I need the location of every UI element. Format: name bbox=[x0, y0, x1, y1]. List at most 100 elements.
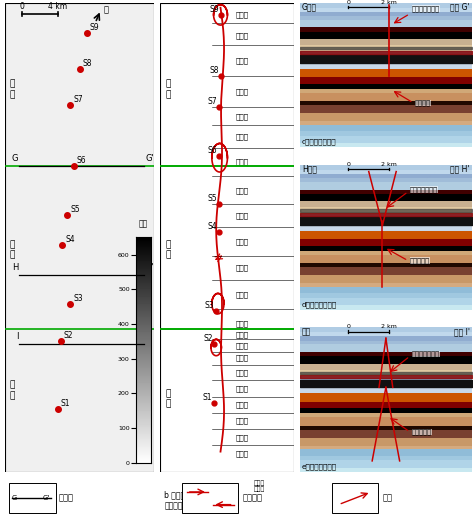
Text: d拉分段地震剖面: d拉分段地震剖面 bbox=[302, 301, 337, 307]
Bar bbox=[300, 437, 472, 446]
Bar bbox=[300, 113, 472, 121]
Text: G: G bbox=[12, 154, 18, 163]
Text: 中奥陶统顶界面: 中奥陶统顶界面 bbox=[411, 5, 439, 11]
Text: S3: S3 bbox=[205, 301, 214, 310]
Text: 平移段: 平移段 bbox=[236, 342, 249, 349]
Bar bbox=[300, 170, 472, 174]
Text: S2: S2 bbox=[64, 331, 73, 340]
Bar bbox=[300, 408, 472, 413]
Bar bbox=[300, 413, 472, 418]
Text: 北
段: 北 段 bbox=[166, 80, 171, 99]
Text: b 中奥陶统顶
界面断裂分段: b 中奥陶统顶 界面断裂分段 bbox=[164, 490, 195, 511]
Bar bbox=[300, 45, 472, 51]
Bar bbox=[300, 386, 472, 394]
Bar bbox=[300, 213, 472, 220]
Bar bbox=[300, 105, 472, 113]
Text: G北西: G北西 bbox=[302, 3, 317, 11]
Text: 北: 北 bbox=[104, 5, 109, 14]
Text: 平移段: 平移段 bbox=[236, 88, 249, 94]
Text: H北西: H北西 bbox=[302, 165, 317, 174]
Bar bbox=[300, 264, 472, 267]
Bar bbox=[300, 287, 472, 293]
Text: 南
段: 南 段 bbox=[10, 381, 15, 400]
Text: S1: S1 bbox=[202, 393, 212, 401]
Text: 挤压段: 挤压段 bbox=[236, 450, 249, 457]
Text: 平移段: 平移段 bbox=[236, 321, 249, 327]
Text: 剖面线: 剖面线 bbox=[58, 494, 73, 503]
Bar bbox=[300, 93, 472, 101]
Bar bbox=[300, 246, 472, 251]
Text: H': H' bbox=[145, 263, 154, 272]
Text: 正花状构造: 正花状构造 bbox=[411, 429, 432, 435]
Text: 南东 I': 南东 I' bbox=[454, 327, 470, 336]
Bar bbox=[300, 337, 472, 341]
Text: 拉分段: 拉分段 bbox=[236, 265, 249, 271]
Bar bbox=[300, 131, 472, 136]
Bar bbox=[300, 426, 472, 430]
Bar bbox=[9, 483, 56, 513]
Text: e挤压段地震剖面: e挤压段地震剖面 bbox=[302, 463, 337, 470]
Text: S9: S9 bbox=[209, 5, 219, 14]
Bar bbox=[300, 32, 472, 39]
Bar bbox=[300, 468, 472, 472]
Bar bbox=[300, 189, 472, 194]
Bar bbox=[300, 8, 472, 12]
Text: S5: S5 bbox=[70, 205, 80, 214]
Bar bbox=[300, 449, 472, 456]
Bar bbox=[300, 61, 472, 69]
Bar bbox=[300, 394, 472, 401]
Text: 南东 G': 南东 G' bbox=[450, 3, 470, 11]
Text: 平移段: 平移段 bbox=[236, 370, 249, 376]
Text: 4 km: 4 km bbox=[48, 2, 67, 11]
Text: 拉分段: 拉分段 bbox=[236, 57, 249, 64]
Text: I: I bbox=[16, 333, 18, 341]
Bar bbox=[300, 143, 472, 148]
Text: 拉分段: 拉分段 bbox=[236, 11, 249, 18]
Text: 拉分段: 拉分段 bbox=[236, 212, 249, 219]
Text: 挤压段: 挤压段 bbox=[236, 418, 249, 424]
Bar bbox=[300, 460, 472, 468]
Bar bbox=[300, 327, 472, 333]
Bar bbox=[300, 345, 472, 352]
Text: 拉分段: 拉分段 bbox=[236, 354, 249, 361]
Bar bbox=[300, 255, 472, 264]
Bar bbox=[300, 333, 472, 337]
Text: 走滑断层: 走滑断层 bbox=[243, 494, 263, 503]
Text: 0: 0 bbox=[19, 2, 25, 11]
Bar bbox=[300, 251, 472, 255]
Bar bbox=[300, 39, 472, 45]
Bar bbox=[300, 293, 472, 298]
Bar bbox=[300, 418, 472, 426]
Bar bbox=[300, 51, 472, 57]
Bar bbox=[300, 89, 472, 93]
Bar bbox=[300, 267, 472, 275]
Text: S5: S5 bbox=[208, 194, 217, 203]
Text: S9: S9 bbox=[90, 23, 99, 32]
Text: 0: 0 bbox=[346, 324, 350, 329]
Text: 北
段: 北 段 bbox=[10, 80, 15, 99]
Bar bbox=[300, 382, 472, 386]
Bar bbox=[300, 201, 472, 207]
Text: 平移段: 平移段 bbox=[236, 238, 249, 245]
Bar bbox=[300, 401, 472, 408]
Text: 相干: 相干 bbox=[139, 219, 148, 228]
Bar bbox=[300, 3, 472, 8]
Bar bbox=[300, 12, 472, 16]
Bar bbox=[300, 275, 472, 283]
Bar bbox=[300, 207, 472, 213]
Bar bbox=[300, 84, 472, 89]
Bar bbox=[300, 27, 472, 32]
Bar bbox=[300, 101, 472, 105]
Bar bbox=[300, 231, 472, 240]
Bar bbox=[300, 77, 472, 84]
Bar bbox=[300, 356, 472, 364]
Text: G: G bbox=[12, 495, 17, 501]
Text: 2 km: 2 km bbox=[382, 162, 397, 167]
Bar bbox=[300, 341, 472, 345]
Bar bbox=[300, 20, 472, 27]
Text: 0: 0 bbox=[346, 0, 350, 5]
Bar bbox=[300, 57, 472, 61]
Text: S7: S7 bbox=[208, 97, 217, 105]
Text: 负花状构造: 负花状构造 bbox=[410, 257, 430, 264]
Text: 2 km: 2 km bbox=[382, 0, 397, 5]
